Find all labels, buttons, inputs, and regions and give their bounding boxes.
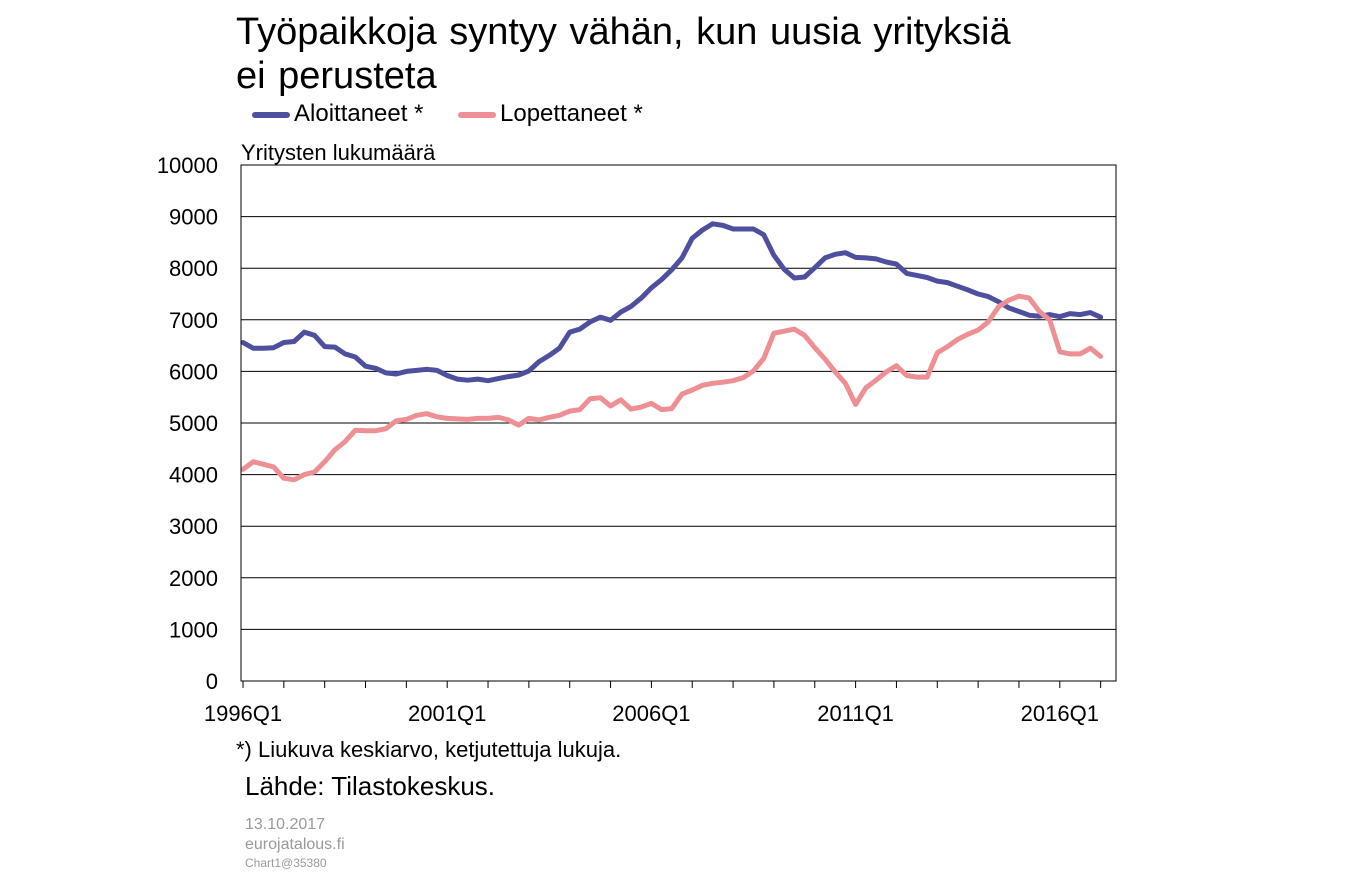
series-lines (240, 221, 1104, 483)
grid (241, 216, 1116, 630)
y-tick-label: 2000 (169, 566, 218, 591)
y-tick-label: 6000 (169, 359, 218, 384)
chart-title: Työpaikkoja syntyy vähän, kun uusia yrit… (236, 10, 1136, 98)
chart-title-line-2: ei perusteta (236, 55, 437, 97)
x-tick-label: 2001Q1 (408, 701, 486, 726)
plot-frame (240, 164, 1117, 682)
publish-date: 13.10.2017 (245, 816, 326, 833)
x-axis-ticks: 1996Q1 2001Q1 2006Q1 2011Q1 2016Q1 (204, 681, 1102, 726)
x-tick-label: 2011Q1 (817, 701, 894, 726)
legend-swatch-lopettaneet (458, 112, 496, 118)
legend-label-lopettaneet: Lopettaneet * (500, 100, 643, 127)
y-tick-label: 0 (206, 669, 218, 694)
y-tick-label: 1000 (169, 617, 218, 642)
y-tick-label: 5000 (169, 411, 218, 436)
legend-swatch-aloittaneet (252, 112, 290, 118)
y-tick-label: 7000 (169, 308, 218, 333)
chart-id: Chart1@35380 (245, 856, 327, 870)
y-axis-ticks: 0 1000 2000 3000 4000 5000 6000 7000 8000 9000 100… (157, 153, 218, 694)
site-name: eurojatalous.fi (245, 836, 345, 853)
y-tick-label: 9000 (169, 205, 218, 230)
series-line-lopettaneet (240, 293, 1104, 483)
y-tick-label: 10000 (157, 153, 218, 178)
line-chart: Yritysten lukumäärä 0 1000 2000 3000 4000 500… (157, 140, 1117, 726)
y-tick-label: 8000 (169, 256, 218, 281)
x-tick-label: 1996Q1 (204, 701, 282, 726)
chart-title-line-1: Työpaikkoja syntyy vähän, kun uusia yrit… (236, 11, 1011, 53)
legend-label-aloittaneet: Aloittaneet * (294, 100, 424, 127)
y-axis-label: Yritysten lukumäärä (241, 140, 436, 165)
source-note: Lähde: Tilastokeskus. (245, 771, 496, 801)
y-tick-label: 4000 (169, 463, 218, 488)
x-tick-label: 2016Q1 (1021, 701, 1099, 726)
series-line-aloittaneet (240, 221, 1104, 384)
x-tick-label: 2006Q1 (612, 701, 690, 726)
footnote: *) Liukuva keskiarvo, ketjutettuja lukuj… (236, 737, 622, 762)
y-tick-label: 3000 (169, 514, 218, 539)
